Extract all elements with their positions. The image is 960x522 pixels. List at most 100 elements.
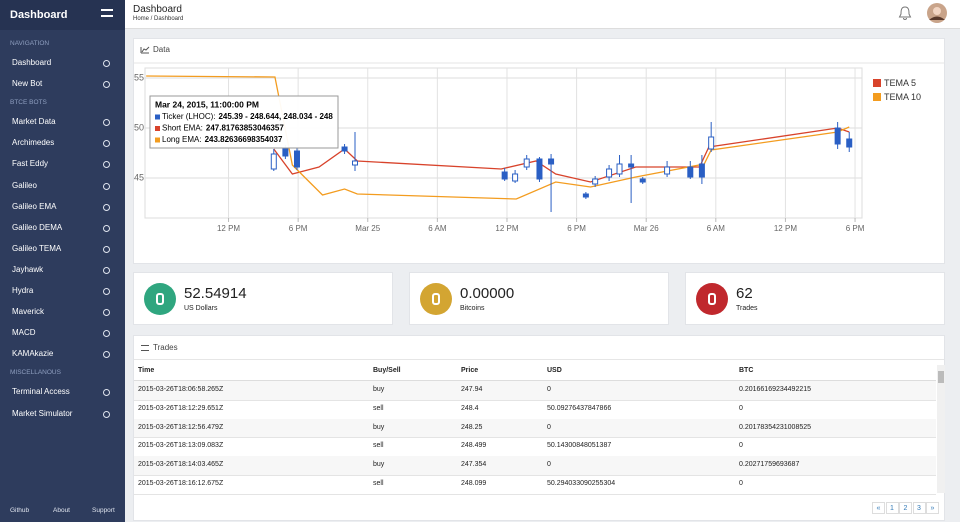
candle-body [548, 158, 555, 165]
nav-icon [103, 203, 110, 211]
nav-item[interactable]: Galileo EMA [12, 201, 57, 211]
column-header: Price [461, 367, 479, 374]
column-header: BTC [739, 367, 754, 374]
nav-item[interactable]: Fast Eddy [12, 159, 49, 169]
nav-item[interactable]: Market Simulator [12, 408, 73, 418]
avatar[interactable] [926, 2, 948, 24]
cell: 2015-03-26T18:14:03.465Z [138, 461, 224, 469]
legend-label: TEMA 5 [884, 78, 916, 88]
cell: buy [373, 423, 385, 431]
nav-item[interactable]: New Bot [12, 79, 43, 89]
nav-item[interactable]: KAMAkazie [12, 349, 54, 359]
section-title: BTCE BOTS [10, 99, 47, 107]
cell: 0.20166169234492215 [739, 386, 812, 393]
legend-swatch [873, 93, 881, 101]
cell: 2015-03-26T18:12:56.479Z [138, 423, 224, 431]
row-divider [134, 493, 936, 495]
page-link[interactable]: « [872, 502, 885, 514]
footer-link[interactable]: Support [92, 507, 115, 514]
stat-value: 0.00000 [460, 285, 515, 302]
candle-body [628, 163, 635, 168]
cell: 50.09276437847866 [547, 404, 612, 412]
cell: buy [373, 461, 385, 469]
cell: 248.25 [461, 423, 483, 431]
row-divider [134, 475, 936, 476]
chart-panel: Data 245 250 255 12 PM 6 PM Mar 25 6 AM 12 PM 6 … [133, 38, 945, 264]
cell: 248.4 [461, 404, 479, 412]
stat-value: 62 [736, 285, 753, 302]
brand: Dashboard [10, 9, 68, 21]
tooltip-value: 243.82636698354037 [205, 135, 283, 144]
candle-body [616, 163, 623, 175]
page-link[interactable]: 2 [899, 502, 912, 514]
candle-body [606, 168, 613, 178]
panel-title: Trades [153, 343, 178, 352]
row-stripe [134, 418, 936, 438]
cell: sell [373, 404, 384, 412]
nav-item[interactable]: Galileo TEMA [12, 243, 62, 253]
x-tick-label: 6 PM [289, 224, 308, 233]
row-divider [134, 380, 936, 381]
row-divider [134, 399, 936, 401]
candle-body [282, 148, 289, 157]
candle-body [293, 150, 300, 168]
nav-icon [103, 140, 110, 148]
y-tick-label: 255 [134, 72, 144, 82]
x-tick-label: 6 AM [428, 224, 447, 233]
candle-body [582, 193, 589, 198]
nav-item[interactable]: Dashboard [12, 58, 52, 67]
tooltip-swatch [155, 137, 160, 143]
stat-icon [420, 283, 452, 315]
cell: 0.20271759693687 [739, 461, 800, 469]
x-tick-label: Mar 26 [634, 224, 659, 233]
cell: 0 [739, 404, 743, 412]
cell: 247.94 [461, 386, 483, 393]
footer-link[interactable]: About [53, 507, 70, 514]
page-link[interactable]: 3 [912, 502, 926, 514]
icon-glyph [432, 293, 440, 305]
nav-icon [103, 224, 110, 232]
nav-item[interactable]: Market Data [12, 117, 56, 127]
top-bar [125, 0, 960, 29]
stat-icon [144, 283, 176, 315]
scrollbar[interactable] [937, 365, 945, 493]
chart-icon [140, 46, 150, 54]
nav-item[interactable]: Terminal Access [12, 387, 70, 397]
bell-icon[interactable] [898, 5, 912, 21]
candle-body [698, 163, 705, 178]
nav-item[interactable]: Galileo [12, 180, 37, 190]
candle-body [846, 138, 853, 148]
candle-body [270, 153, 277, 170]
cell: sell [373, 442, 384, 450]
chart: Data 245 250 255 12 PM 6 PM Mar 25 6 AM 12 PM 6 … [134, 45, 944, 233]
x-tick-label: 6 AM [707, 224, 726, 233]
nav-icon [103, 389, 110, 397]
nav-item[interactable]: MACD [12, 328, 36, 338]
candle-body [708, 136, 715, 150]
page-link[interactable]: » [926, 502, 939, 514]
section-title: MISCELLANOUS [10, 369, 61, 377]
nav-icon [103, 119, 110, 127]
cell: 0 [739, 480, 743, 487]
nav-item[interactable]: Jayhawk [12, 264, 44, 274]
nav-icon [103, 60, 110, 67]
panel-icon [141, 345, 149, 351]
tooltip-value: 245.39 - 248.644, 248.034 - 248 [218, 112, 333, 121]
nav-item[interactable]: Maverick [12, 307, 45, 317]
tooltip-value: 247.81763853046357 [206, 124, 284, 133]
nav-item[interactable]: Archimedes [12, 138, 55, 148]
nav-item[interactable]: Galileo DEMA [12, 222, 63, 232]
cell: sell [373, 480, 384, 487]
cell: 2015-03-26T18:16:12.675Z [138, 480, 224, 487]
nav-icon [103, 351, 110, 359]
icon-glyph [708, 293, 716, 305]
tooltip-swatch [155, 126, 160, 131]
section-title: NAVIGATION [10, 40, 50, 47]
candle-body [501, 171, 508, 180]
column-header: Time [138, 367, 155, 374]
footer-link[interactable]: Github [10, 507, 30, 514]
page-link[interactable]: 1 [885, 502, 899, 514]
toggle-icon[interactable] [101, 9, 113, 17]
nav-item[interactable]: Hydra [12, 286, 34, 295]
x-tick-label: 6 PM [846, 224, 865, 233]
